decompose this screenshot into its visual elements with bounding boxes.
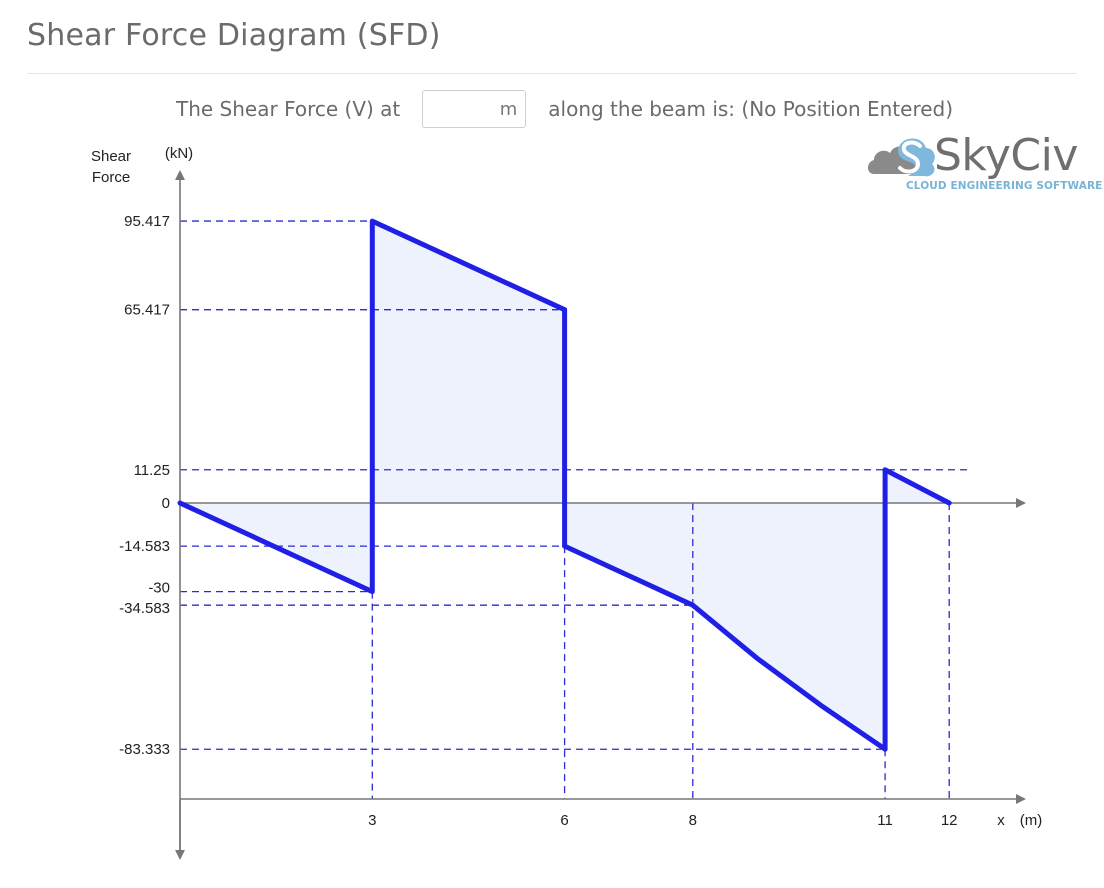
- y-axis-label-line1: Shear: [91, 148, 131, 165]
- y-axis-label-line2: Force: [92, 169, 130, 186]
- skyciv-logo: SkyCiv CLOUD ENGINEERING SOFTWARE: [864, 128, 1102, 198]
- y-axis-unit: (kN): [165, 145, 193, 162]
- y-tick-label: -83.333: [119, 741, 170, 758]
- x-tick-label: 6: [560, 812, 568, 829]
- page-title: Shear Force Diagram (SFD): [27, 18, 441, 53]
- query-prefix-text: The Shear Force (V) at: [176, 97, 401, 121]
- position-input-group[interactable]: m: [422, 90, 527, 128]
- position-query: The Shear Force (V) at m along the beam …: [176, 89, 953, 129]
- query-result-text: along the beam is: (No Position Entered): [548, 97, 954, 121]
- shear-force-line: [177, 218, 952, 752]
- logo-tagline: CLOUD ENGINEERING SOFTWARE: [906, 180, 1103, 192]
- y-tick-label: 0: [162, 495, 170, 512]
- y-tick-label: -34.583: [119, 600, 170, 617]
- x-axis-unit: (m): [1020, 812, 1043, 829]
- x-tick-label: 3: [368, 812, 376, 829]
- position-unit-label: m: [499, 99, 518, 120]
- y-tick-label: -14.583: [119, 538, 170, 555]
- position-input[interactable]: [423, 91, 498, 127]
- title-divider: [27, 73, 1077, 74]
- x-tick-label: 11: [877, 812, 893, 829]
- y-tick-label: -30: [148, 580, 170, 597]
- x-axis-label: x: [997, 812, 1005, 829]
- x-tick-label: 12: [941, 812, 958, 829]
- y-tick-label: 11.25: [134, 462, 170, 479]
- y-tick-label: 95.417: [124, 213, 170, 230]
- logo-brand-text: SkyCiv: [934, 130, 1078, 181]
- cloud-logo-icon: [868, 138, 935, 177]
- y-tick-label: 65.417: [124, 302, 170, 319]
- x-tick-label: 8: [689, 812, 697, 829]
